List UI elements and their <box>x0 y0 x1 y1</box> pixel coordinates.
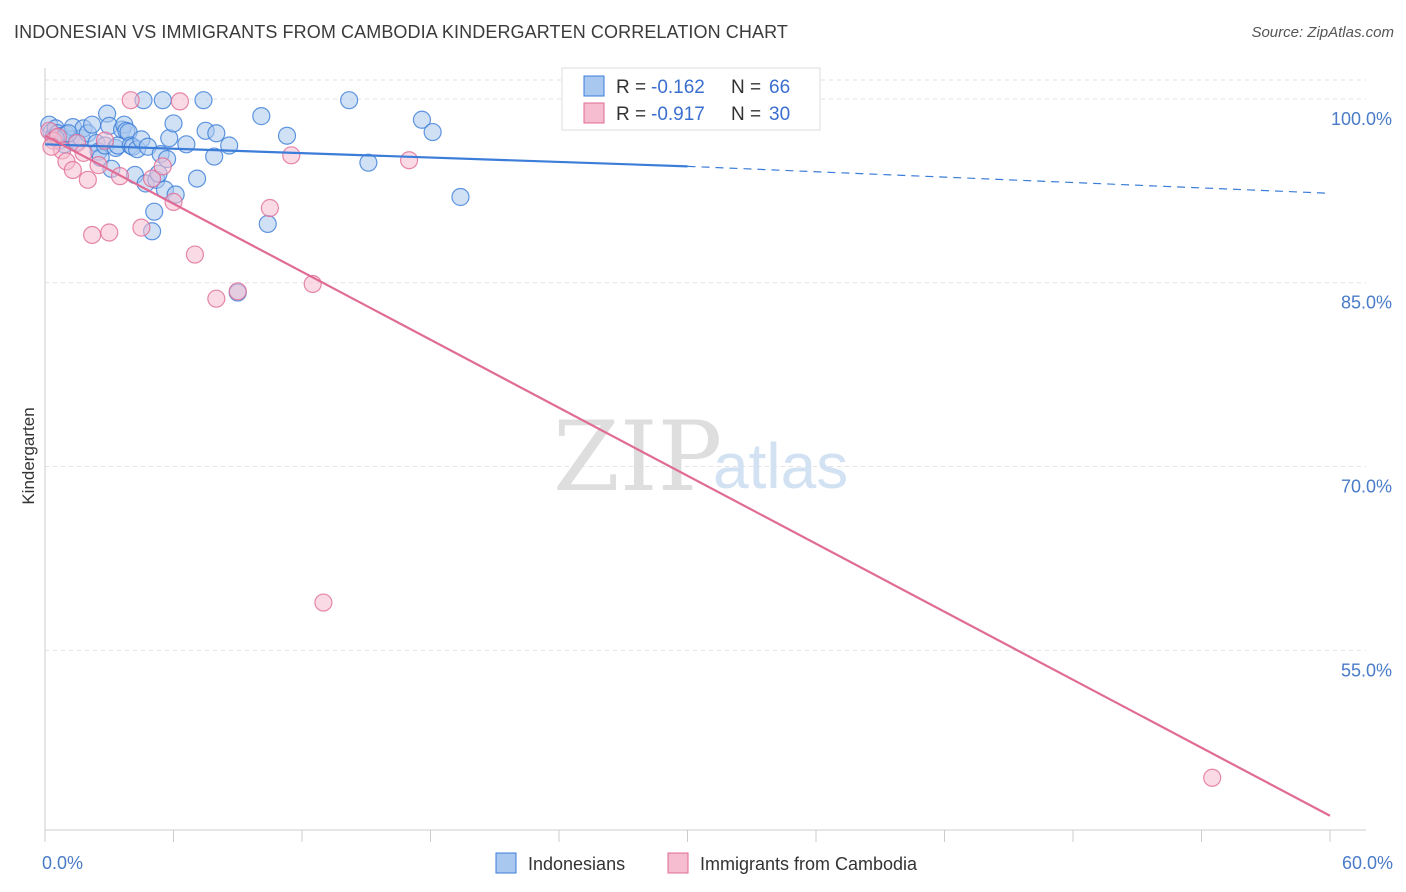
chart-title: INDONESIAN VS IMMIGRANTS FROM CAMBODIA K… <box>14 22 788 42</box>
cambodia-point-7 <box>74 143 93 162</box>
bottom-legend-label-indonesians: Indonesians <box>528 854 625 874</box>
stats-legend-box <box>561 67 821 131</box>
indonesians-point-51 <box>207 124 226 143</box>
indonesians-point-38 <box>145 202 164 221</box>
indonesians-point-64 <box>205 147 224 166</box>
grid-lines <box>45 79 1366 651</box>
cambodia-point-15 <box>132 218 151 237</box>
watermark-atlas: atlas <box>713 430 848 502</box>
cambodia-point-21 <box>207 289 226 308</box>
legend-n-label-2: N = <box>731 104 761 125</box>
indonesians-point-59 <box>423 122 442 142</box>
source-note: Source: ZipAtlas.com <box>1251 24 1394 41</box>
cambodia-point-5 <box>63 160 82 180</box>
cambodia-point-22 <box>228 282 247 301</box>
cambodia-trend-line <box>44 134 1331 817</box>
indonesians-point-48 <box>187 169 207 188</box>
watermark: ZIP atlas <box>553 401 848 513</box>
cambodia-point-9 <box>83 225 102 245</box>
cambodia-point-24 <box>282 146 301 165</box>
legend-swatch-indonesians <box>583 75 605 97</box>
cambodia-point-27 <box>399 151 419 170</box>
indonesians-point-55 <box>277 126 297 145</box>
indonesians-trend-line <box>44 143 688 168</box>
y-tick-label-70: 70.0% <box>1341 477 1392 497</box>
legend-swatch-cambodia <box>583 102 605 124</box>
legend-r-value-1: -0.162 <box>651 77 705 98</box>
cambodia-point-16 <box>142 169 162 188</box>
cambodia-point-26 <box>314 593 333 612</box>
indonesians-point-53 <box>252 107 271 126</box>
bottom-legend-swatch-indonesians <box>495 852 517 874</box>
series-legend: Indonesians Immigrants from Cambodia <box>495 852 918 874</box>
cambodia-point-17 <box>153 157 172 176</box>
indonesians-point-54 <box>258 214 277 234</box>
legend-r-label-2: R = <box>616 104 646 125</box>
y-axis-label: Kindergarten <box>19 407 38 504</box>
legend-r-value-2: -0.917 <box>651 104 705 125</box>
y-tick-label-85: 85.0% <box>1341 293 1392 313</box>
axes <box>44 68 1366 842</box>
x-tick-label-start: 0.0% <box>42 853 83 873</box>
cambodia-point-23 <box>260 198 279 218</box>
cambodia-point-11 <box>95 131 115 150</box>
cambodia-point-19 <box>170 92 190 111</box>
legend-n-value-2: 30 <box>769 104 790 125</box>
legend-r-label-1: R = <box>616 77 646 98</box>
y-tick-labels: 100.0% 85.0% 70.0% 55.0% <box>1331 109 1392 680</box>
cambodia-point-20 <box>185 245 205 264</box>
indonesians-point-42 <box>153 91 172 110</box>
cambodia-point-8 <box>78 170 97 189</box>
cambodia-point-29 <box>42 137 61 156</box>
scatter-points <box>40 91 1222 787</box>
indonesians-point-57 <box>359 153 378 172</box>
stats-legend: R = -0.162 N = 66 R = -0.917 N = 30 <box>561 67 821 131</box>
indonesians-trend-line-projection <box>687 165 1331 194</box>
y-tick-label-100: 100.0% <box>1331 109 1392 129</box>
x-tick-labels: 0.0% 60.0% <box>42 853 1393 873</box>
indonesians-point-46 <box>164 114 183 133</box>
indonesians-point-60 <box>451 187 470 207</box>
legend-n-value-1: 66 <box>769 77 790 98</box>
indonesians-point-49 <box>194 91 213 110</box>
indonesians-point-15 <box>83 115 102 134</box>
cambodia-point-12 <box>100 223 119 242</box>
indonesians-point-56 <box>340 91 359 110</box>
cambodia-point-14 <box>121 91 140 110</box>
trend-lines <box>44 134 1331 817</box>
y-tick-label-55: 55.0% <box>1341 660 1392 680</box>
bottom-legend-label-cambodia: Immigrants from Cambodia <box>700 854 918 874</box>
bottom-legend-swatch-cambodia <box>667 852 689 874</box>
legend-n-label-1: N = <box>731 77 761 98</box>
indonesians-point-58 <box>412 110 432 129</box>
cambodia-point-28 <box>1203 768 1222 787</box>
x-tick-label-end: 60.0% <box>1342 853 1393 873</box>
